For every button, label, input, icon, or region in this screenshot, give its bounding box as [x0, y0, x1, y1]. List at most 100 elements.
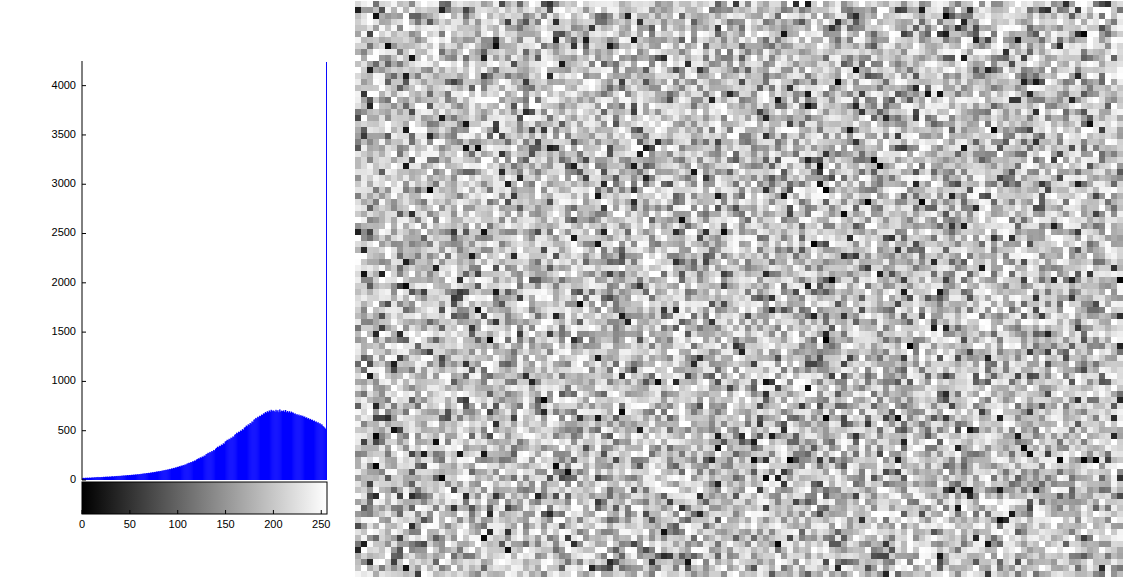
image-pixel	[559, 43, 565, 49]
image-pixel	[631, 61, 637, 67]
image-pixel	[385, 31, 391, 37]
image-pixel	[1081, 1, 1087, 7]
image-pixel	[1081, 73, 1087, 79]
image-pixel	[487, 73, 493, 79]
image-pixel	[1003, 37, 1009, 43]
image-pixel	[535, 55, 541, 61]
image-pixel	[811, 31, 817, 37]
image-pixel	[379, 79, 385, 85]
image-pixel	[1057, 43, 1063, 49]
image-pixel	[703, 1, 709, 7]
image-pixel	[373, 37, 379, 43]
image-pixel	[505, 19, 511, 25]
image-pixel	[871, 37, 877, 43]
image-pixel	[637, 19, 643, 25]
image-pixel	[979, 1, 985, 7]
image-pixel	[859, 49, 865, 55]
image-pixel	[583, 7, 589, 13]
image-pixel	[913, 1, 919, 7]
image-pixel	[415, 73, 421, 79]
image-pixel	[979, 37, 985, 43]
image-pixel	[589, 49, 595, 55]
image-pixel	[433, 7, 439, 13]
image-pixel	[571, 79, 577, 85]
image-pixel	[1099, 55, 1105, 61]
image-pixel	[1039, 25, 1045, 31]
image-pixel	[667, 67, 673, 73]
image-pixel	[991, 73, 997, 79]
image-pixel	[1093, 61, 1099, 67]
image-pixel	[817, 67, 823, 73]
image-pixel	[1069, 25, 1075, 31]
image-pixel	[607, 49, 613, 55]
image-pixel	[721, 73, 727, 79]
image-pixel	[433, 49, 439, 55]
image-pixel	[391, 67, 397, 73]
image-pixel	[1117, 43, 1123, 49]
image-pixel	[391, 19, 397, 25]
image-pixel	[883, 7, 889, 13]
histogram-bars	[82, 62, 327, 480]
image-pixel	[907, 49, 913, 55]
image-pixel	[583, 67, 589, 73]
image-pixel	[673, 43, 679, 49]
image-pixel	[691, 1, 697, 7]
image-pixel	[1099, 61, 1105, 67]
image-pixel	[439, 25, 445, 31]
image-pixel	[703, 25, 709, 31]
image-pixel	[733, 49, 739, 55]
image-pixel	[409, 55, 415, 61]
image-pixel	[1033, 13, 1039, 19]
image-pixel	[787, 37, 793, 43]
image-pixel	[589, 7, 595, 13]
image-pixel	[679, 13, 685, 19]
image-pixel	[835, 55, 841, 61]
image-pixel	[1069, 19, 1075, 25]
image-pixel	[481, 43, 487, 49]
image-pixel	[625, 1, 631, 7]
image-pixel	[517, 37, 523, 43]
image-pixel	[931, 49, 937, 55]
image-pixel	[631, 49, 637, 55]
image-pixel	[727, 1, 733, 7]
image-pixel	[817, 55, 823, 61]
image-pixel	[1027, 19, 1033, 25]
image-pixel	[379, 7, 385, 13]
image-pixel	[391, 25, 397, 31]
image-pixel	[865, 67, 871, 73]
image-pixel	[775, 31, 781, 37]
image-pixel	[1075, 73, 1081, 79]
image-pixel	[1039, 13, 1045, 19]
image-pixel	[379, 19, 385, 25]
image-pixel	[799, 1, 805, 7]
image-pixel	[649, 1, 655, 7]
image-pixel	[1075, 25, 1081, 31]
image-pixel	[1045, 43, 1051, 49]
image-pixel	[421, 13, 427, 19]
image-pixel	[655, 67, 661, 73]
image-pixel	[625, 67, 631, 73]
image-pixel	[841, 49, 847, 55]
image-pixel	[673, 61, 679, 67]
image-pixel	[493, 31, 499, 37]
image-pixel	[391, 37, 397, 43]
image-pixel	[1075, 31, 1081, 37]
image-pixel	[541, 67, 547, 73]
image-pixel	[1069, 13, 1075, 19]
image-pixel	[655, 43, 661, 49]
image-pixel	[403, 31, 409, 37]
image-pixel	[733, 1, 739, 7]
image-pixel	[1045, 67, 1051, 73]
image-pixel	[457, 13, 463, 19]
image-pixel	[937, 43, 943, 49]
image-pixel	[637, 25, 643, 31]
image-pixel	[1111, 13, 1117, 19]
image-pixel	[643, 1, 649, 7]
image-pixel	[571, 55, 577, 61]
image-pixel	[1057, 37, 1063, 43]
image-pixel	[697, 67, 703, 73]
image-pixel	[1093, 31, 1099, 37]
image-pixel	[595, 55, 601, 61]
image-pixel	[643, 67, 649, 73]
image-pixel	[787, 25, 793, 31]
